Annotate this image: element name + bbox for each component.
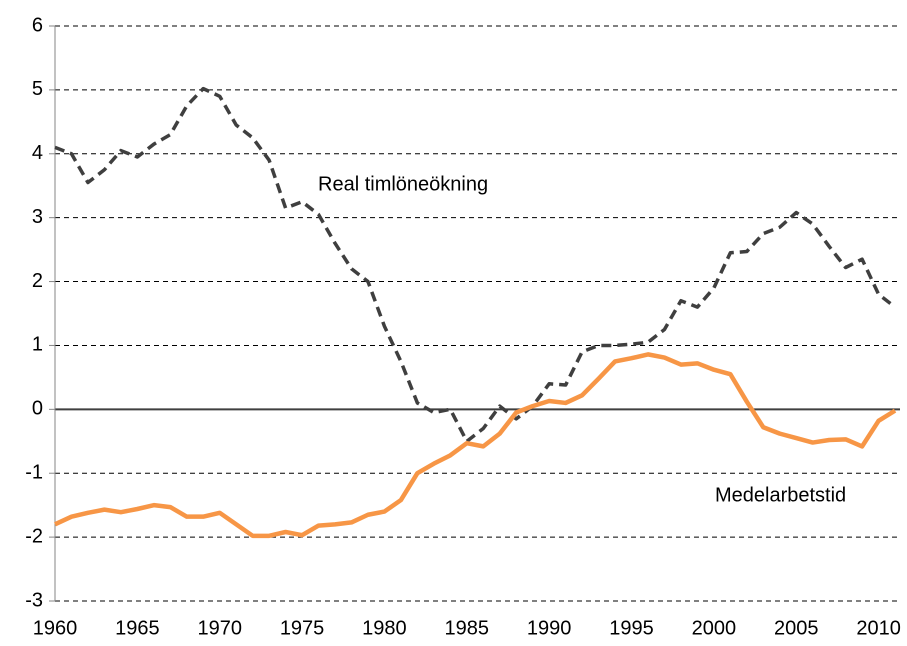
y-tick-label: 0 <box>32 398 43 420</box>
x-tick-label: 1975 <box>280 617 325 639</box>
series-label: Real timlöneökning <box>318 173 488 195</box>
y-tick-label: 3 <box>32 206 43 228</box>
x-tick-label: 1990 <box>527 617 572 639</box>
y-tick-label: -2 <box>25 525 43 547</box>
y-tick-label: -1 <box>25 462 43 484</box>
line-series <box>54 86 897 444</box>
x-tick-label: 2010 <box>856 617 901 639</box>
y-tick-label: 2 <box>32 270 43 292</box>
y-tick-label: 6 <box>32 14 43 36</box>
y-tick-label: -3 <box>25 589 43 611</box>
y-tick-label: 5 <box>32 78 43 100</box>
x-tick-label: 1995 <box>609 617 654 639</box>
x-tick-label: 2000 <box>692 617 737 639</box>
x-tick-label: 1970 <box>197 617 242 639</box>
y-tick-label: 1 <box>32 334 43 356</box>
y-tick-label: 4 <box>32 142 43 164</box>
line-series <box>54 352 897 539</box>
series-label: Medelarbetstid <box>715 484 846 506</box>
x-tick-label: 1980 <box>362 617 407 639</box>
x-tick-label: 2005 <box>774 617 819 639</box>
x-tick-label: 1960 <box>33 617 78 639</box>
x-tick-label: 1965 <box>115 617 160 639</box>
x-tick-label: 1985 <box>445 617 490 639</box>
